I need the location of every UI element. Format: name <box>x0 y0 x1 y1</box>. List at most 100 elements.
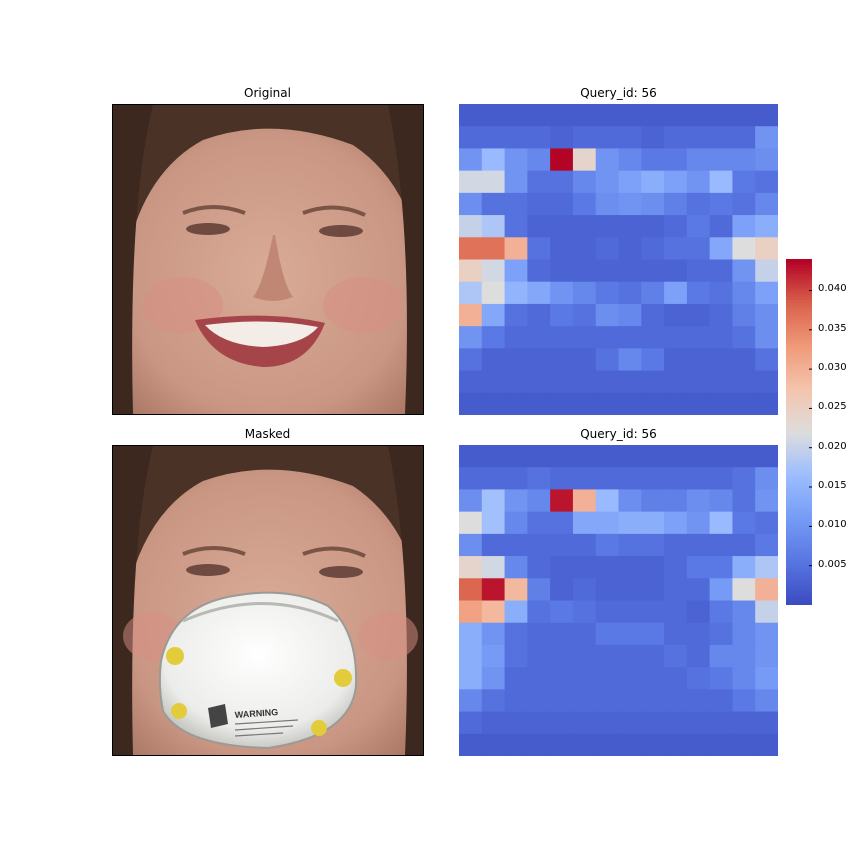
heatmap-0-cell-9-2 <box>504 303 528 327</box>
heatmap-0-cell-5-9 <box>664 215 688 238</box>
heatmap-0-cell-9-11 <box>709 303 733 327</box>
colorbar-segment <box>786 264 812 269</box>
heatmap-0-cell-4-11 <box>709 192 733 216</box>
heatmap-1-cell-10-2 <box>504 667 528 690</box>
heatmap-1-cell-7-0 <box>459 600 483 624</box>
heatmap-1-cell-5-13 <box>755 556 778 579</box>
heatmap-1-cell-4-13 <box>755 533 778 557</box>
heatmap-1-cell-10-4 <box>550 667 574 690</box>
heatmap-0-cell-0-9 <box>664 104 688 127</box>
heatmap-0-cell-8-4 <box>550 281 574 305</box>
heatmap-0-cell-8-7 <box>618 281 642 305</box>
heatmap-0-cell-8-9 <box>664 281 688 305</box>
colorbar-segment <box>786 322 812 326</box>
heatmap-1-cell-4-8 <box>641 533 665 557</box>
heatmap-1-cell-2-10 <box>686 489 711 513</box>
heatmap-0-cell-8-12 <box>732 281 756 305</box>
colorbar-segment <box>786 561 812 566</box>
heatmap-0-cell-6-0 <box>459 237 483 260</box>
heatmap-0-cell-11-1 <box>481 348 506 372</box>
heatmap-1-cell-7-13 <box>755 600 778 624</box>
colorbar-segment <box>786 305 812 309</box>
colorbar-segment <box>786 486 812 491</box>
colorbar-segment <box>786 599 812 603</box>
colorbar-segment <box>786 325 812 329</box>
colorbar-segment <box>786 408 812 413</box>
heatmap-0-cell-4-8 <box>641 192 665 216</box>
colorbar-tick-label: 0.020 <box>818 440 847 452</box>
colorbar-segment <box>786 261 812 266</box>
heatmap-1-cell-9-10 <box>686 644 711 668</box>
heatmap-1-cell-5-4 <box>550 556 574 579</box>
heatmap-1-cell-10-10 <box>686 667 711 690</box>
heatmap-1-cell-9-9 <box>664 644 688 668</box>
heatmap-1-cell-12-1 <box>481 711 506 735</box>
colorbar-tick-label: 0.015 <box>818 480 847 492</box>
heatmap-0-cell-1-11 <box>709 126 733 149</box>
heatmap-1-cell-9-3 <box>527 644 551 668</box>
colorbar-segment <box>786 498 812 502</box>
original-face-image <box>112 104 424 415</box>
heatmap-0-cell-6-3 <box>527 237 551 260</box>
heatmap-1-cell-6-3 <box>527 578 551 601</box>
heatmap-1-cell-1-9 <box>664 467 688 490</box>
heatmap-0-cell-1-7 <box>618 126 642 149</box>
heatmap-1-cell-1-8 <box>641 467 665 490</box>
colorbar-segment <box>786 348 812 352</box>
heatmap-1-cell-1-7 <box>618 467 642 490</box>
heatmap-1-cell-5-1 <box>481 556 506 579</box>
colorbar-segment <box>786 417 812 422</box>
heatmap-1-cell-0-10 <box>686 445 711 468</box>
heatmap-1-cell-2-4 <box>550 489 574 513</box>
heatmap-0-cell-8-10 <box>686 281 711 305</box>
heatmap-0-cell-6-13 <box>755 237 778 260</box>
colorbar-segment <box>786 374 812 378</box>
colorbar-segment <box>786 602 812 606</box>
colorbar-segment <box>786 440 812 445</box>
heatmap-1-cell-4-0 <box>459 533 483 557</box>
colorbar-segment <box>786 567 812 571</box>
heatmap-0-cell-13-6 <box>595 392 619 415</box>
heatmap-1-cell-3-2 <box>504 511 528 535</box>
heatmap-1-cell-9-7 <box>618 644 642 668</box>
heatmap-0-cell-9-9 <box>664 303 688 327</box>
heatmap-0-cell-1-9 <box>664 126 688 149</box>
heatmap-1-cell-11-7 <box>618 689 642 713</box>
heatmap-0-cell-3-0 <box>459 170 483 194</box>
colorbar-segment <box>786 581 812 586</box>
heatmap-1-cell-3-7 <box>618 511 642 535</box>
masked-title: Masked <box>244 427 291 441</box>
heatmap-1-cell-11-6 <box>595 689 619 713</box>
heatmap-1-cell-3-13 <box>755 511 778 535</box>
colorbar-segment <box>786 521 812 525</box>
colorbar-segment <box>786 377 812 381</box>
heatmap-1-cell-6-5 <box>572 578 597 601</box>
heatmap-1-cell-13-12 <box>732 733 756 756</box>
colorbar-segment <box>786 509 812 514</box>
colorbar-segment <box>786 593 812 597</box>
colorbar-segment <box>786 463 812 468</box>
heatmap-0-cell-10-4 <box>550 326 574 349</box>
colorbar-segment <box>786 394 812 398</box>
heatmap-0-cell-5-8 <box>641 215 665 238</box>
colorbar-segment <box>786 333 812 338</box>
colorbar-tick-label: 0.040 <box>818 283 847 295</box>
heatmap-1-cell-7-11 <box>709 600 733 624</box>
heatmap-0-cell-6-6 <box>595 237 619 260</box>
heatmap-0-cell-9-6 <box>595 303 619 327</box>
heatmap-0-cell-10-9 <box>664 326 688 349</box>
heatmap-1-cell-1-6 <box>595 467 619 490</box>
heatmap-1-cell-5-11 <box>709 556 733 579</box>
heatmap-0-cell-7-10 <box>686 259 711 283</box>
heatmap-0-cell-4-3 <box>527 192 551 216</box>
heatmap-1-cell-0-9 <box>664 445 688 468</box>
colorbar-segment <box>786 432 812 436</box>
heatmap-1-cell-2-9 <box>664 489 688 513</box>
colorbar-tick-label: 0.030 <box>818 362 847 374</box>
heatmap-1-cell-7-4 <box>550 600 574 624</box>
heatmap-1-cell-0-2 <box>504 445 528 468</box>
heatmap-0-cell-13-1 <box>481 392 506 415</box>
colorbar-segment <box>786 354 812 358</box>
heatmap-1-cell-11-10 <box>686 689 711 713</box>
heatmap-0-cell-1-10 <box>686 126 711 149</box>
